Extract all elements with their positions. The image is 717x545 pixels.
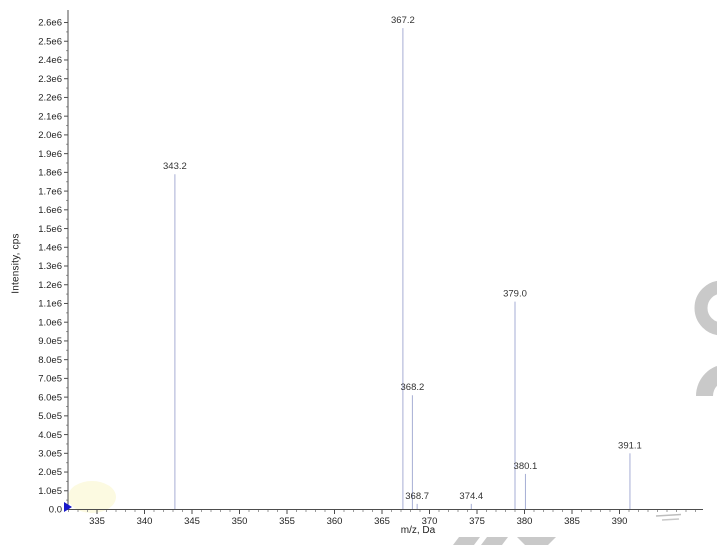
peak-label: 367.2 xyxy=(391,15,415,26)
y-tick-label: 1.0e6 xyxy=(38,317,62,328)
watermark-smudge xyxy=(655,513,682,517)
y-tick-label: 2.2e6 xyxy=(38,93,62,104)
y-tick-label: 2.5e6 xyxy=(38,36,62,47)
y-tick-label: 3.0e5 xyxy=(38,449,62,460)
y-tick-label: 1.0e5 xyxy=(38,486,62,497)
watermark-slash-2 xyxy=(481,537,508,545)
x-tick-label: 355 xyxy=(279,516,295,527)
y-axis-title: Intensity, cps xyxy=(10,233,22,294)
x-tick-label: 370 xyxy=(422,516,438,527)
y-tick-label: 1.7e6 xyxy=(38,186,62,197)
watermark-smudge xyxy=(661,518,680,521)
watermark-arch xyxy=(696,366,717,396)
peak-label: 391.1 xyxy=(618,440,642,451)
x-tick-label: 380 xyxy=(517,516,533,527)
y-tick-label: 6.0e5 xyxy=(38,392,62,403)
origin-marker-icon xyxy=(64,502,72,512)
y-tick-label: 1.6e6 xyxy=(38,205,62,216)
y-tick-label: 2.4e6 xyxy=(38,55,62,66)
watermark-yellow-blob xyxy=(68,481,116,513)
y-tick-label: 2.1e6 xyxy=(38,111,62,122)
x-tick-label: 350 xyxy=(232,516,248,527)
x-tick-label: 375 xyxy=(469,516,485,527)
y-tick-label: 0.0 xyxy=(49,505,62,516)
y-tick-label: 2.0e6 xyxy=(38,130,62,141)
y-tick-label: 1.1e6 xyxy=(38,299,62,310)
x-tick-label: 335 xyxy=(89,516,105,527)
x-tick-label: 390 xyxy=(612,516,628,527)
peak-label: 368.2 xyxy=(401,382,425,393)
watermark-trapezoid xyxy=(517,537,556,545)
peak-label: 343.2 xyxy=(163,161,187,172)
peak-label: 374.4 xyxy=(459,491,483,502)
x-tick-label: 340 xyxy=(137,516,153,527)
y-tick-label: 1.4e6 xyxy=(38,242,62,253)
watermark-slash-1 xyxy=(453,537,480,545)
x-tick-label: 360 xyxy=(327,516,343,527)
y-tick-label: 1.9e6 xyxy=(38,149,62,160)
watermark-ring xyxy=(694,280,717,336)
y-tick-label: 2.0e5 xyxy=(38,467,62,478)
y-tick-label: 9.0e5 xyxy=(38,336,62,347)
y-tick-label: 8.0e5 xyxy=(38,355,62,366)
x-axis-title: m/z, Da xyxy=(400,525,436,536)
y-tick-label: 1.2e6 xyxy=(38,280,62,291)
peak-label: 368.7 xyxy=(405,491,429,502)
y-tick-label: 1.8e6 xyxy=(38,168,62,179)
y-tick-label: 1.5e6 xyxy=(38,224,62,235)
x-tick-label: 365 xyxy=(374,516,390,527)
x-tick-label: 345 xyxy=(184,516,200,527)
y-tick-label: 2.3e6 xyxy=(38,74,62,85)
y-tick-label: 7.0e5 xyxy=(38,374,62,385)
y-tick-label: 1.3e6 xyxy=(38,261,62,272)
y-tick-label: 4.0e5 xyxy=(38,430,62,441)
y-tick-label: 2.6e6 xyxy=(38,18,62,29)
y-tick-label: 5.0e5 xyxy=(38,411,62,422)
peak-label: 379.0 xyxy=(503,289,527,300)
x-tick-label: 385 xyxy=(564,516,580,527)
peak-label: 380.1 xyxy=(514,461,538,472)
